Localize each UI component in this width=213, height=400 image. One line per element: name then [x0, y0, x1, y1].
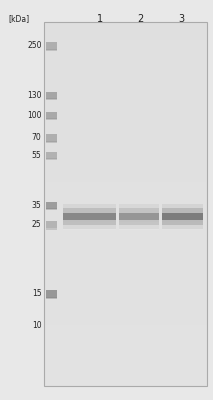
Bar [44, 22, 207, 386]
Text: 15: 15 [32, 290, 42, 298]
Bar [46, 202, 57, 209]
Bar [63, 208, 116, 213]
Bar [63, 222, 116, 230]
Text: 25: 25 [32, 220, 42, 229]
Bar [119, 213, 159, 220]
Bar [119, 204, 159, 213]
Bar [46, 134, 57, 142]
Bar [63, 220, 116, 229]
Bar [46, 49, 57, 51]
Bar [162, 213, 203, 220]
Bar [46, 297, 57, 299]
Text: 10: 10 [32, 322, 42, 330]
Text: 250: 250 [27, 42, 42, 50]
Bar [162, 222, 203, 230]
Bar [63, 204, 116, 213]
Text: 130: 130 [27, 91, 42, 100]
Text: 2: 2 [137, 14, 144, 24]
Text: 100: 100 [27, 111, 42, 120]
Bar [162, 204, 203, 213]
Bar [162, 220, 203, 229]
Bar [46, 92, 57, 99]
Bar [162, 208, 203, 213]
Bar [119, 220, 159, 229]
Bar [46, 118, 57, 120]
Bar [119, 208, 159, 213]
Bar [119, 222, 159, 230]
Bar [63, 220, 116, 225]
Bar [46, 208, 57, 210]
Text: 1: 1 [97, 14, 103, 24]
Text: 70: 70 [32, 134, 42, 142]
Bar [46, 141, 57, 143]
Text: 3: 3 [178, 14, 184, 24]
Bar [46, 98, 57, 100]
Bar [46, 152, 57, 159]
Bar [162, 220, 203, 225]
Bar [46, 290, 57, 298]
Text: 35: 35 [32, 201, 42, 210]
Text: 55: 55 [32, 151, 42, 160]
Bar [46, 221, 57, 228]
Bar [46, 158, 57, 160]
Bar [46, 42, 57, 50]
Bar [63, 213, 116, 220]
Text: [kDa]: [kDa] [9, 14, 30, 23]
Bar [119, 220, 159, 225]
Bar [46, 228, 57, 230]
Bar [46, 112, 57, 119]
